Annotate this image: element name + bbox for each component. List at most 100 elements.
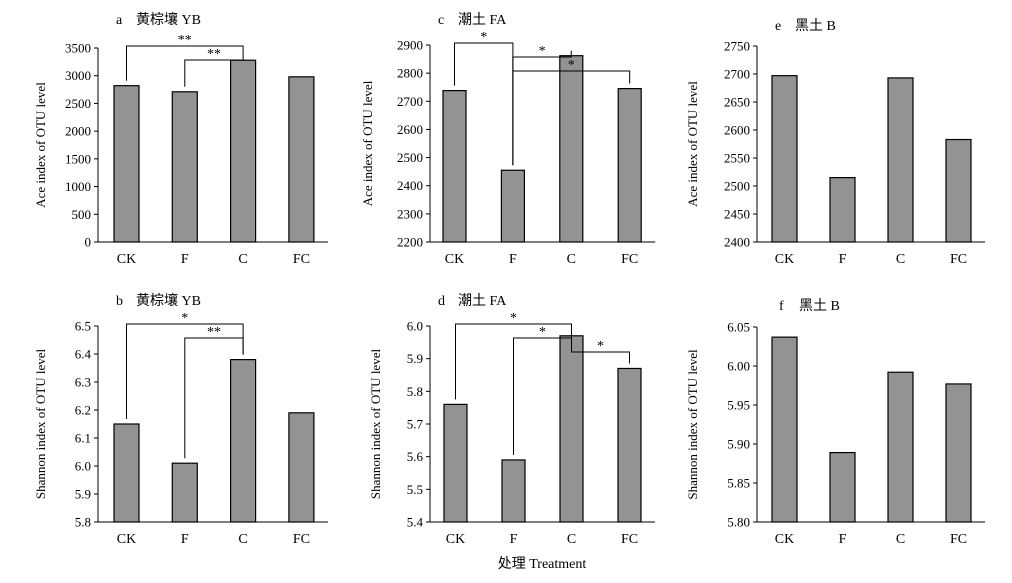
y-axis-label: Shannon index of OTU level (685, 349, 700, 500)
significance-label: * (539, 44, 546, 59)
y-tick-label: 2300 (397, 206, 423, 221)
significance-bracket (126, 45, 244, 81)
bar-FC (945, 138, 972, 243)
y-tick-label: 2500 (397, 150, 423, 165)
bar-C (559, 335, 584, 523)
y-tick-label: 2700 (397, 94, 423, 109)
x-tick-label: CK (775, 532, 794, 547)
x-tick-label: FC (621, 252, 638, 267)
x-tick-label: F (181, 252, 189, 267)
bar-FC (288, 76, 315, 243)
x-tick-label: F (839, 252, 847, 267)
y-tick-label: 6.00 (727, 359, 750, 374)
panel-title: 黑土 B (795, 18, 836, 34)
y-tick-label: 5.8 (407, 384, 423, 399)
y-tick-label: 500 (72, 207, 92, 222)
y-tick-label: 5.85 (727, 476, 750, 491)
bar-C (230, 359, 257, 523)
x-tick-label: C (567, 252, 576, 267)
x-tick-label: F (181, 532, 189, 547)
y-tick-label: 2500 (724, 179, 750, 194)
significance-bracket (571, 330, 630, 364)
y-tick-label: 5.80 (727, 515, 750, 530)
bar-FC (945, 383, 972, 523)
x-tick-label: CK (117, 532, 136, 547)
y-axis-label: Shannon index of OTU level (368, 349, 383, 500)
panel-letter: d (438, 294, 445, 309)
significance-bracket (184, 55, 244, 87)
panel-title: 黄棕壤 YB (136, 11, 201, 28)
x-tick-label: C (896, 532, 905, 547)
panel-title: 潮土 FA (458, 293, 507, 309)
y-tick-label: 2750 (724, 39, 750, 54)
bar-F (501, 459, 526, 523)
y-tick-label: 2600 (397, 122, 423, 137)
significance-label: * (480, 30, 487, 45)
y-tick-label: 5.5 (407, 482, 423, 497)
panel-letter: c (438, 13, 444, 28)
y-tick-label: 1000 (65, 179, 91, 194)
y-tick-label: 6.2 (75, 403, 91, 418)
y-axis-label: Ace index of OTU level (360, 80, 375, 206)
x-tick-label: FC (950, 532, 967, 547)
bar-F (171, 91, 198, 243)
y-axis-label: Ace index of OTU level (685, 81, 700, 207)
bar-F (829, 451, 856, 523)
y-tick-label: 2400 (397, 178, 423, 193)
bar-CK (771, 75, 798, 243)
bar-FC (617, 367, 642, 523)
x-tick-label: F (510, 532, 518, 547)
panel-letter: e (775, 19, 781, 34)
significance-label: * (597, 339, 604, 354)
y-tick-label: 1500 (65, 151, 91, 166)
y-tick-label: 2600 (724, 123, 750, 138)
y-tick-label: 5.9 (407, 351, 423, 366)
bar-C (887, 371, 914, 523)
significance-label: * (181, 311, 188, 326)
y-tick-label: 2900 (397, 38, 423, 53)
bar-FC (288, 412, 315, 523)
y-tick-label: 5.90 (727, 437, 750, 452)
y-tick-label: 2200 (397, 235, 423, 250)
y-tick-label: 2000 (65, 124, 91, 139)
x-tick-label: CK (775, 252, 794, 267)
y-tick-label: 2800 (397, 66, 423, 81)
x-tick-label: C (238, 252, 247, 267)
y-tick-label: 5.8 (75, 515, 91, 530)
bar-C (887, 77, 914, 243)
x-tick-label: C (896, 252, 905, 267)
panel-title: 潮土 FA (458, 12, 507, 28)
y-tick-label: 6.3 (75, 375, 91, 390)
y-tick-label: 2650 (724, 95, 750, 110)
y-tick-label: 5.95 (727, 398, 750, 413)
y-tick-label: 5.4 (407, 515, 424, 530)
y-tick-label: 0 (85, 235, 92, 250)
bar-F (829, 177, 856, 243)
y-tick-label: 6.0 (407, 319, 423, 334)
bar-FC (617, 88, 642, 243)
significance-label: ** (207, 47, 221, 62)
x-tick-label: FC (950, 252, 967, 267)
x-tick-label: CK (446, 532, 465, 547)
y-tick-label: 2500 (65, 96, 91, 111)
y-tick-label: 5.9 (75, 487, 91, 502)
y-tick-label: 2450 (724, 207, 750, 222)
x-tick-label: F (839, 532, 847, 547)
x-tick-label: FC (293, 252, 310, 267)
significance-bracket (455, 323, 572, 400)
x-tick-label: FC (621, 532, 638, 547)
x-tick-label: CK (445, 252, 464, 267)
bar-C (230, 59, 257, 243)
significance-label: * (539, 325, 546, 340)
x-tick-label: F (509, 252, 517, 267)
x-tick-label: C (238, 532, 247, 547)
bar-CK (113, 85, 140, 243)
bar-CK (113, 423, 140, 523)
x-axis-title: 处理 Treatment (498, 556, 587, 572)
bar-C (559, 55, 584, 243)
panel-letter: a (116, 13, 123, 28)
panel-letter: f (779, 299, 784, 314)
y-tick-label: 2400 (724, 235, 750, 250)
y-tick-label: 3000 (65, 68, 91, 83)
